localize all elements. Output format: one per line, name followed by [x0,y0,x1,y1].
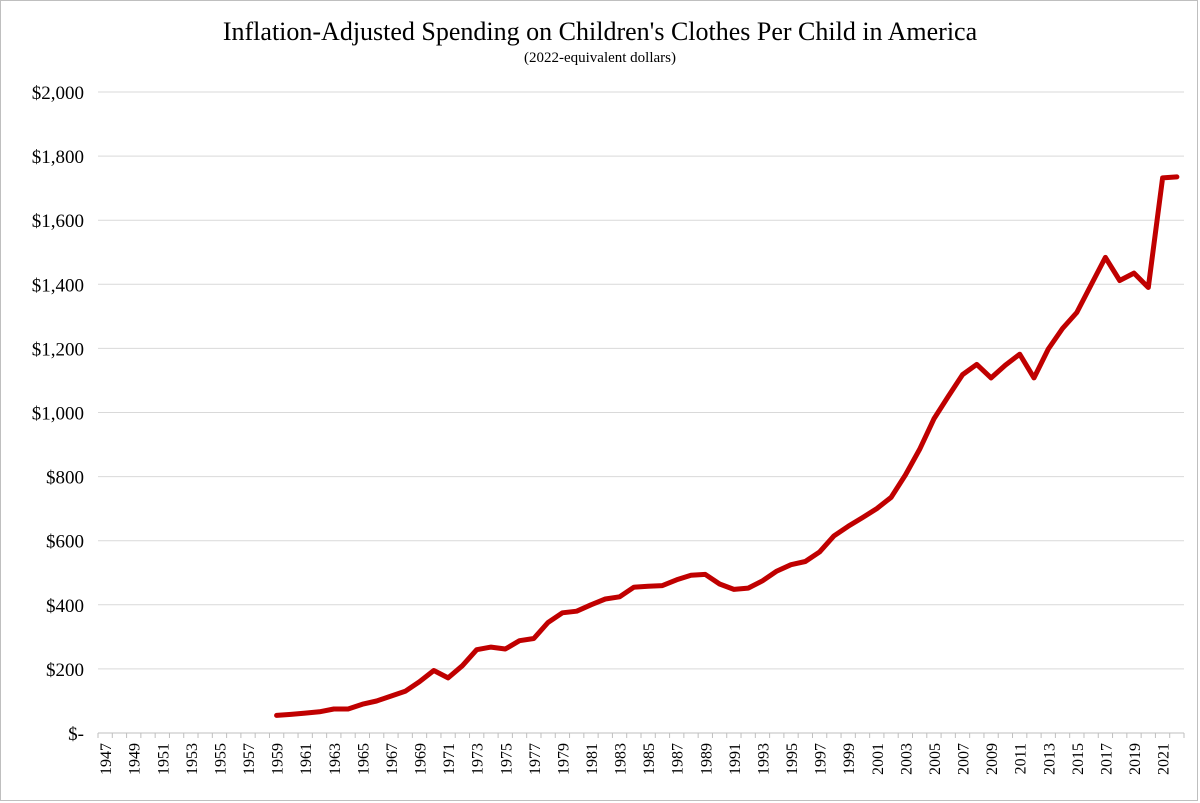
x-tick-label: 1961 [298,743,315,775]
x-tick-label: 2003 [898,743,915,775]
x-tick-label: 1965 [355,743,372,775]
x-tick-label: 1989 [698,743,715,775]
x-tick-label: 1977 [527,743,544,775]
x-tick-label: 1997 [813,743,830,775]
x-tick-label: 1949 [127,743,144,775]
y-tick-label: $1,400 [32,275,84,296]
x-tick-label: 1981 [584,743,601,775]
y-tick-label: $200 [46,660,84,681]
y-tick-label: $2,000 [32,83,84,104]
x-tick-label: 2001 [870,743,887,775]
x-tick-label: 1963 [327,743,344,775]
y-tick-label: $1,600 [32,211,84,232]
x-tick-label: 1975 [498,743,515,775]
gridlines [98,91,1184,734]
chart-subtitle: (2022-equivalent dollars) [524,50,676,66]
x-tick-label: 1953 [184,743,201,775]
x-tick-label: 2017 [1098,743,1115,775]
x-tick-label: 2007 [956,743,973,775]
series-line [274,174,1180,718]
x-tick-label: 1993 [755,743,772,775]
y-tick-label: $1,800 [32,147,84,168]
y-tick-label: $800 [46,468,84,489]
x-tick-label: 1985 [641,743,658,775]
x-tick-label: 1955 [212,743,229,775]
chart-title: Inflation-Adjusted Spending on Children'… [223,17,978,46]
y-tick-label: $1,000 [32,404,84,425]
x-tick-label: 2021 [1156,743,1173,775]
y-axis-ticks: $- $200 $400 $600 $800 $1,000 $1,200 $1,400 $1,6… [32,83,84,745]
x-tick-label: 2005 [927,743,944,775]
x-tick-label: 2009 [984,743,1001,775]
series-layer [274,174,1180,718]
x-tick-label: 1969 [413,743,430,775]
x-tick-label: 1973 [470,743,487,775]
x-tick-label: 1951 [155,743,172,775]
x-tick-label: 1967 [384,743,401,775]
x-tick-label: 1957 [241,743,258,775]
y-tick-label: $400 [46,596,84,617]
x-tick-label: 1983 [613,743,630,775]
x-tick-label: 2013 [1041,743,1058,775]
x-axis-ticks: 1947 1949 1951 1953 1955 1957 1959 1961 1963 1965… [97,733,1185,775]
x-tick-label: 1991 [727,743,744,775]
x-tick-label: 2015 [1070,743,1087,775]
x-tick-label: 1971 [441,743,458,775]
x-tick-label: 1987 [670,743,687,775]
x-tick-label: 1999 [841,743,858,775]
y-tick-label: $600 [46,532,84,553]
x-tick-label: 1979 [555,743,572,775]
x-tick-label: 1947 [98,743,115,775]
x-tick-label: 1959 [270,743,287,775]
x-tick-label: 1995 [784,743,801,775]
y-tick-label: $- [68,724,84,745]
x-tick-label: 2011 [1013,743,1030,774]
y-tick-label: $1,200 [32,339,84,360]
x-tick-label: 2019 [1127,743,1144,775]
